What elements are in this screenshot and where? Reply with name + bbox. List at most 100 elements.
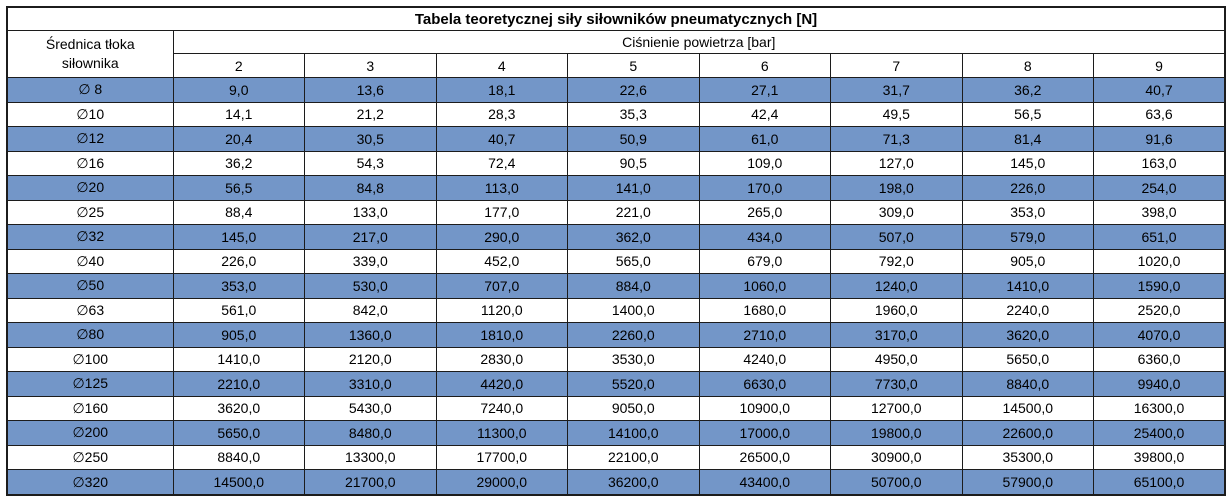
diameter-cell: ∅63	[6, 297, 174, 324]
force-value-cell: 2260,0	[567, 322, 700, 348]
force-value-cell: 127,0	[830, 150, 963, 177]
force-value-cell: 905,0	[961, 248, 1094, 275]
force-value-cell: 2520,0	[1093, 297, 1226, 324]
force-value-cell: 254,0	[1093, 175, 1226, 201]
force-value-cell: 217,0	[304, 224, 437, 250]
table-row: ∅ 8 9,0 13,6 18,1 22,6 27,1 31,7 36,2 40,7	[6, 77, 1226, 103]
force-value-cell: 63,6	[1093, 101, 1226, 128]
diameter-cell: ∅ 8	[6, 77, 174, 103]
force-value-cell: 1240,0	[830, 273, 963, 299]
force-value-cell: 43400,0	[698, 469, 831, 496]
force-value-cell: 1020,0	[1093, 248, 1226, 275]
force-value-cell: 145,0	[172, 224, 305, 250]
table-row: ∅200 5650,0 8480,0 11300,0 14100,0 17000,0 198…	[6, 420, 1226, 446]
force-value-cell: 42,4	[698, 101, 831, 128]
diameter-cell: ∅100	[6, 346, 174, 373]
diameter-cell: ∅160	[6, 395, 174, 422]
force-value-cell: 3170,0	[830, 322, 963, 348]
force-value-cell: 9,0	[172, 77, 305, 103]
force-value-cell: 13300,0	[304, 444, 437, 471]
force-value-cell: 109,0	[698, 150, 831, 177]
force-value-cell: 7730,0	[830, 371, 963, 397]
force-value-cell: 14100,0	[567, 420, 700, 446]
force-value-cell: 353,0	[961, 199, 1094, 226]
force-value-cell: 1410,0	[961, 273, 1094, 299]
force-value-cell: 1680,0	[698, 297, 831, 324]
force-value-cell: 19800,0	[830, 420, 963, 446]
force-value-cell: 28,3	[435, 101, 568, 128]
force-value-cell: 21,2	[304, 101, 437, 128]
force-value-cell: 49,5	[830, 101, 963, 128]
force-value-cell: 56,5	[961, 101, 1094, 128]
force-value-cell: 679,0	[698, 248, 831, 275]
force-value-cell: 309,0	[830, 199, 963, 226]
force-value-cell: 50,9	[567, 126, 700, 152]
force-value-cell: 221,0	[567, 199, 700, 226]
force-value-cell: 36,2	[961, 77, 1094, 103]
force-value-cell: 2830,0	[435, 346, 568, 373]
force-value-cell: 530,0	[304, 273, 437, 299]
diameter-cell: ∅50	[6, 273, 174, 299]
force-value-cell: 22600,0	[961, 420, 1094, 446]
force-value-cell: 141,0	[567, 175, 700, 201]
force-value-cell: 17000,0	[698, 420, 831, 446]
force-value-cell: 905,0	[172, 322, 305, 348]
table-row: ∅50 353,0 530,0 707,0 884,0 1060,0 1240,0 1410,…	[6, 273, 1226, 299]
force-value-cell: 163,0	[1093, 150, 1226, 177]
force-value-cell: 3620,0	[172, 395, 305, 422]
table-row: ∅320 14500,0 21700,0 29000,0 36200,0 43400,0 5…	[6, 469, 1226, 496]
force-value-cell: 265,0	[698, 199, 831, 226]
force-value-cell: 1810,0	[435, 322, 568, 348]
force-value-cell: 884,0	[567, 273, 700, 299]
force-value-cell: 30900,0	[830, 444, 963, 471]
row-header-diameter-line2: siłownika	[61, 55, 119, 71]
table-row: ∅40 226,0 339,0 452,0 565,0 679,0 792,0 905,0 10…	[6, 248, 1226, 275]
force-value-cell: 35300,0	[961, 444, 1094, 471]
table-title: Tabela teoretycznej siły siłowników pneu…	[6, 6, 1226, 31]
force-value-cell: 8480,0	[304, 420, 437, 446]
force-value-cell: 36200,0	[567, 469, 700, 496]
force-value-cell: 8840,0	[172, 444, 305, 471]
force-value-cell: 1960,0	[830, 297, 963, 324]
table-row: ∅160 3620,0 5430,0 7240,0 9050,0 10900,0 12700…	[6, 395, 1226, 422]
force-value-cell: 5430,0	[304, 395, 437, 422]
pressure-col-header: 9	[1093, 53, 1226, 78]
force-value-cell: 3310,0	[304, 371, 437, 397]
force-value-cell: 170,0	[698, 175, 831, 201]
force-value-cell: 27,1	[698, 77, 831, 103]
force-value-cell: 5520,0	[567, 371, 700, 397]
force-value-cell: 9050,0	[567, 395, 700, 422]
force-value-cell: 50700,0	[830, 469, 963, 496]
table-row: ∅25 88,4 133,0 177,0 221,0 265,0 309,0 353,0 398…	[6, 199, 1226, 226]
force-value-cell: 81,4	[961, 126, 1094, 152]
force-value-cell: 40,7	[435, 126, 568, 152]
pneumatic-force-table: Tabela teoretycznej siły siłowników pneu…	[6, 6, 1226, 496]
force-value-cell: 57900,0	[961, 469, 1094, 496]
diameter-cell: ∅16	[6, 150, 174, 177]
force-value-cell: 72,4	[435, 150, 568, 177]
force-value-cell: 198,0	[830, 175, 963, 201]
force-value-cell: 5650,0	[961, 346, 1094, 373]
force-value-cell: 17700,0	[435, 444, 568, 471]
force-value-cell: 2710,0	[698, 322, 831, 348]
force-value-cell: 353,0	[172, 273, 305, 299]
force-value-cell: 22100,0	[567, 444, 700, 471]
force-value-cell: 35,3	[567, 101, 700, 128]
table-row: ∅250 8840,0 13300,0 17700,0 22100,0 26500,0 30…	[6, 444, 1226, 471]
force-value-cell: 11300,0	[435, 420, 568, 446]
force-value-cell: 1410,0	[172, 346, 305, 373]
force-value-cell: 54,3	[304, 150, 437, 177]
force-value-cell: 651,0	[1093, 224, 1226, 250]
force-value-cell: 507,0	[830, 224, 963, 250]
diameter-cell: ∅10	[6, 101, 174, 128]
header-group-row: Średnica tłoka siłownika Ciśnienie powie…	[6, 30, 1226, 78]
force-value-cell: 113,0	[435, 175, 568, 201]
force-value-cell: 6360,0	[1093, 346, 1226, 373]
force-value-cell: 29000,0	[435, 469, 568, 496]
force-value-cell: 16300,0	[1093, 395, 1226, 422]
force-value-cell: 13,6	[304, 77, 437, 103]
force-value-cell: 39800,0	[1093, 444, 1226, 471]
force-value-cell: 7240,0	[435, 395, 568, 422]
table-row: ∅20 56,5 84,8 113,0 141,0 170,0 198,0 226,0 254,…	[6, 175, 1226, 201]
